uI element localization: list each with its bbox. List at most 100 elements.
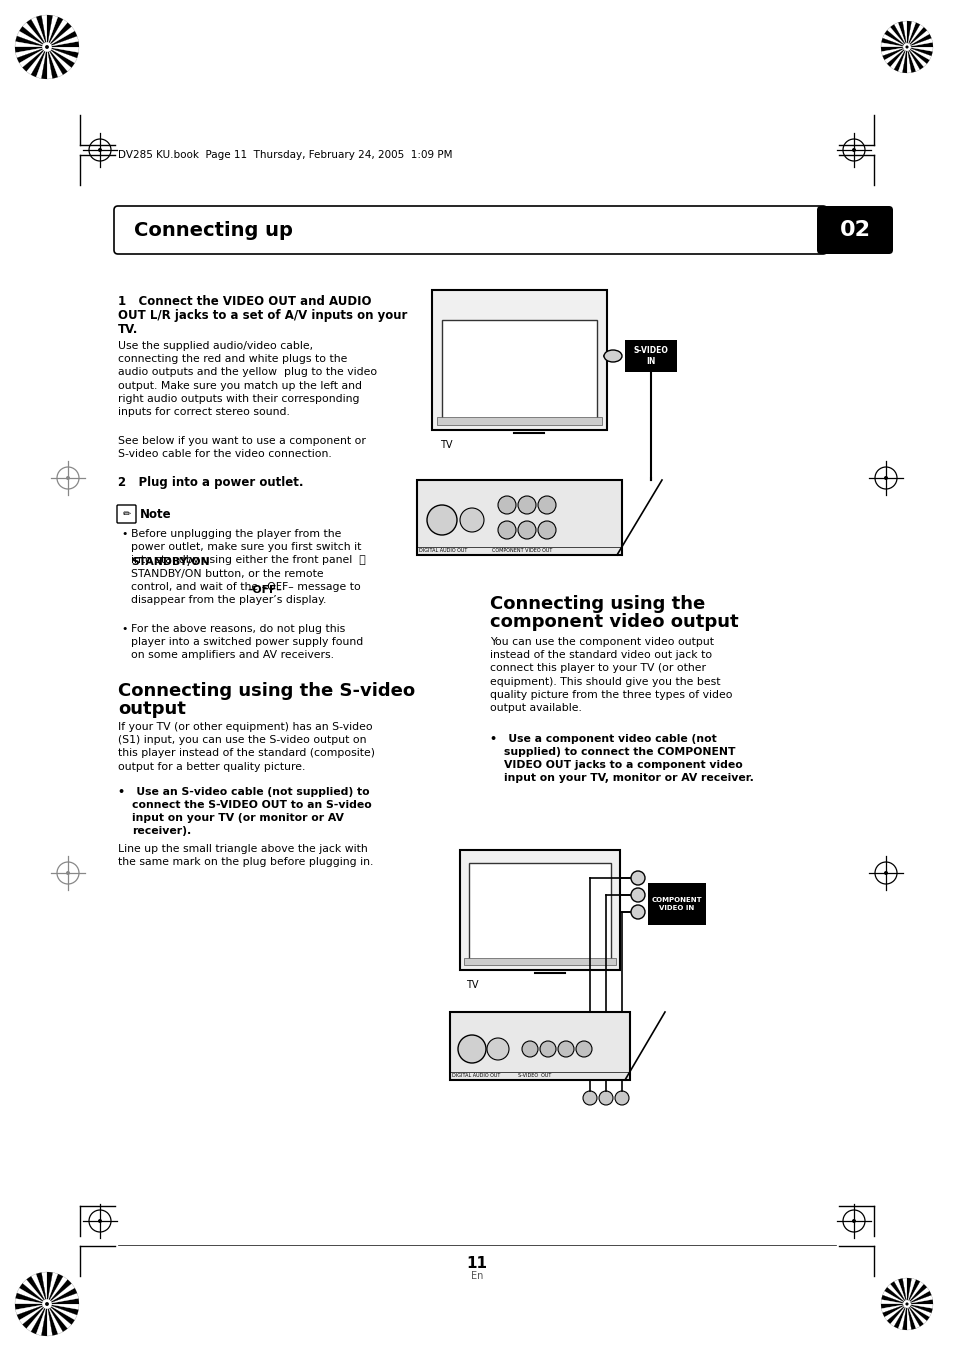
- Wedge shape: [30, 1304, 47, 1333]
- Wedge shape: [906, 1304, 915, 1329]
- Wedge shape: [30, 18, 47, 47]
- Circle shape: [537, 496, 556, 513]
- Circle shape: [459, 508, 483, 532]
- Bar: [469, 863, 610, 961]
- Wedge shape: [30, 1274, 47, 1304]
- Wedge shape: [47, 1304, 74, 1324]
- Wedge shape: [47, 47, 78, 58]
- Circle shape: [902, 1300, 910, 1308]
- Wedge shape: [23, 47, 47, 72]
- Wedge shape: [889, 1282, 906, 1304]
- Wedge shape: [906, 1304, 930, 1317]
- Wedge shape: [47, 47, 77, 63]
- Bar: [436, 417, 601, 426]
- Text: For the above reasons, do not plug this
player into a switched power supply foun: For the above reasons, do not plug this …: [131, 624, 363, 661]
- Wedge shape: [882, 1304, 906, 1317]
- Wedge shape: [36, 15, 47, 47]
- Wedge shape: [23, 1304, 47, 1328]
- Wedge shape: [906, 24, 923, 47]
- Wedge shape: [19, 1283, 47, 1304]
- Bar: [416, 480, 621, 555]
- Wedge shape: [47, 1304, 63, 1333]
- Wedge shape: [906, 1304, 932, 1313]
- Text: If your TV (or other equipment) has an S-video
(S1) input, you can use the S-vid: If your TV (or other equipment) has an S…: [118, 721, 375, 771]
- Wedge shape: [47, 47, 71, 72]
- Wedge shape: [47, 47, 68, 74]
- Wedge shape: [883, 1304, 906, 1321]
- Circle shape: [45, 1302, 49, 1306]
- Text: Use the supplied audio/video cable,
connecting the red and white plugs to the
au: Use the supplied audio/video cable, conn…: [118, 340, 376, 417]
- Circle shape: [98, 1219, 102, 1223]
- Wedge shape: [902, 47, 906, 73]
- Wedge shape: [47, 31, 77, 47]
- Bar: [647, 884, 705, 925]
- FancyBboxPatch shape: [113, 205, 826, 254]
- Circle shape: [630, 905, 644, 919]
- Wedge shape: [886, 1283, 906, 1304]
- Wedge shape: [906, 1304, 928, 1321]
- Wedge shape: [889, 24, 906, 47]
- Wedge shape: [15, 1293, 47, 1304]
- Wedge shape: [15, 47, 47, 58]
- Wedge shape: [906, 38, 932, 47]
- Wedge shape: [906, 47, 923, 69]
- Text: receiver).: receiver).: [132, 825, 191, 836]
- Wedge shape: [906, 23, 919, 47]
- Wedge shape: [15, 36, 47, 47]
- Circle shape: [66, 476, 70, 480]
- Wedge shape: [19, 1304, 47, 1324]
- Text: •: •: [121, 624, 128, 634]
- Text: 1   Connect the VIDEO OUT and AUDIO: 1 Connect the VIDEO OUT and AUDIO: [118, 295, 371, 308]
- Wedge shape: [47, 1304, 52, 1336]
- Text: connect the S-VIDEO OUT to an S-video: connect the S-VIDEO OUT to an S-video: [132, 800, 372, 811]
- Text: •   Use a component video cable (not: • Use a component video cable (not: [490, 734, 716, 744]
- Wedge shape: [893, 1279, 906, 1304]
- Wedge shape: [23, 1279, 47, 1304]
- Wedge shape: [47, 47, 74, 68]
- Text: •   Use an S-video cable (not supplied) to: • Use an S-video cable (not supplied) to: [118, 788, 369, 797]
- Text: •: •: [121, 530, 128, 539]
- Wedge shape: [906, 47, 928, 63]
- Wedge shape: [47, 1273, 58, 1304]
- Circle shape: [42, 1300, 51, 1309]
- Wedge shape: [906, 22, 910, 47]
- Wedge shape: [881, 1296, 906, 1304]
- Wedge shape: [47, 42, 79, 47]
- Wedge shape: [906, 47, 932, 55]
- Wedge shape: [15, 42, 47, 47]
- Bar: [441, 320, 597, 420]
- Wedge shape: [897, 47, 906, 73]
- Wedge shape: [906, 1278, 910, 1304]
- Circle shape: [598, 1092, 613, 1105]
- Wedge shape: [886, 1304, 906, 1324]
- Wedge shape: [886, 47, 906, 68]
- Text: Connecting using the: Connecting using the: [490, 594, 704, 613]
- Circle shape: [98, 149, 102, 153]
- Wedge shape: [47, 1288, 77, 1304]
- Circle shape: [630, 888, 644, 902]
- Circle shape: [66, 871, 70, 875]
- FancyBboxPatch shape: [117, 505, 136, 523]
- Text: supplied) to connect the COMPONENT: supplied) to connect the COMPONENT: [503, 747, 735, 757]
- Text: input on your TV, monitor or AV receiver.: input on your TV, monitor or AV receiver…: [503, 773, 753, 784]
- FancyBboxPatch shape: [816, 205, 892, 254]
- Wedge shape: [902, 22, 906, 47]
- Wedge shape: [882, 47, 906, 59]
- Circle shape: [851, 149, 855, 153]
- Text: TV: TV: [465, 979, 478, 990]
- Wedge shape: [47, 1304, 58, 1336]
- Text: Connecting up: Connecting up: [133, 220, 293, 239]
- Wedge shape: [906, 1304, 923, 1327]
- Wedge shape: [906, 1278, 915, 1304]
- Wedge shape: [881, 47, 906, 55]
- Wedge shape: [906, 1304, 919, 1328]
- Wedge shape: [47, 23, 71, 47]
- Wedge shape: [30, 47, 47, 77]
- Wedge shape: [897, 1304, 906, 1329]
- Circle shape: [539, 1042, 556, 1056]
- Text: Before unplugging the player from the
power outlet, make sure you first switch i: Before unplugging the player from the po…: [131, 530, 365, 605]
- Wedge shape: [906, 47, 926, 68]
- Circle shape: [517, 521, 536, 539]
- Wedge shape: [17, 31, 47, 47]
- Text: See below if you want to use a component or
S-video cable for the video connecti: See below if you want to use a component…: [118, 436, 366, 459]
